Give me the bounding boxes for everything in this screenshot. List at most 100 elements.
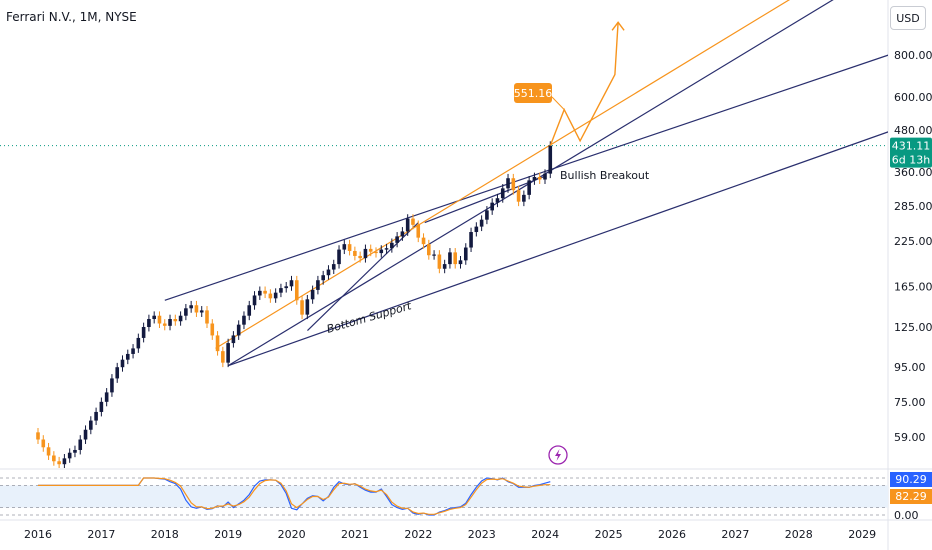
- candle-body: [189, 305, 193, 309]
- candle-body: [125, 353, 130, 360]
- candle-body: [316, 280, 320, 290]
- candle-body: [236, 324, 241, 336]
- orange-projection-line[interactable]: [215, 0, 894, 349]
- candle-body: [427, 244, 431, 256]
- candle-body: [453, 252, 458, 265]
- candle-body: [289, 280, 294, 287]
- x-tick-label: 2016: [24, 528, 52, 541]
- candle-body: [463, 247, 468, 261]
- breakout-trend-line[interactable]: [424, 175, 546, 224]
- candle-body: [310, 289, 315, 300]
- candle-body: [78, 439, 83, 450]
- bottom-support-label[interactable]: Bottom Support: [325, 299, 413, 336]
- candle-body: [379, 249, 384, 254]
- candle-body: [273, 292, 278, 299]
- candle-body: [173, 319, 178, 322]
- candle-body: [395, 236, 399, 243]
- candle-body: [221, 351, 225, 363]
- candle-body: [279, 288, 283, 293]
- candle-body: [99, 401, 104, 412]
- osc-d-badge-text: 82.29: [895, 490, 927, 503]
- candle-body: [337, 249, 341, 265]
- price-badge-value: 431.11: [892, 140, 931, 153]
- candle-body: [210, 323, 215, 336]
- candle-body: [500, 188, 505, 199]
- candles: [36, 141, 553, 468]
- candle-body: [474, 226, 479, 233]
- osc-k-badge: [890, 472, 932, 487]
- candle-body: [516, 190, 521, 202]
- candle-body: [527, 180, 531, 195]
- projection-path[interactable]: [549, 22, 619, 146]
- candle-body: [506, 178, 510, 189]
- candle-body: [205, 310, 209, 324]
- x-tick-label: 2019: [214, 528, 242, 541]
- candle-body: [548, 145, 553, 174]
- oscillator-pane: [0, 477, 888, 516]
- inner-trend-line[interactable]: [307, 222, 419, 331]
- candle-body: [73, 449, 77, 453]
- x-tick-label: 2027: [721, 528, 749, 541]
- candle-body: [458, 260, 463, 265]
- candle-body: [353, 250, 357, 256]
- currency-button[interactable]: USD: [890, 6, 926, 30]
- candle-body: [242, 315, 246, 325]
- candle-body: [363, 248, 368, 259]
- candle-body: [432, 254, 436, 256]
- oscillator-band: [0, 485, 888, 508]
- y-tick-label: 59.00: [894, 431, 926, 444]
- candle-body: [347, 244, 352, 251]
- candle-body: [263, 290, 267, 294]
- candle-body: [258, 290, 262, 296]
- candle-body: [83, 429, 88, 440]
- candle-body: [405, 218, 410, 232]
- x-tick-label: 2022: [404, 528, 432, 541]
- candle-body: [511, 178, 516, 191]
- candle-body: [41, 439, 46, 448]
- symbol-title[interactable]: Ferrari N.V., 1M, NYSE: [6, 10, 137, 24]
- candle-body: [268, 293, 273, 299]
- candle-body: [294, 280, 299, 301]
- x-tick-label: 2026: [658, 528, 686, 541]
- candle-body: [469, 232, 473, 248]
- x-tick-label: 2025: [595, 528, 623, 541]
- candle-body: [411, 218, 415, 225]
- candle-body: [537, 176, 542, 180]
- candle-body: [157, 315, 162, 324]
- target-badge[interactable]: [514, 83, 552, 103]
- y-tick-label: 75.00: [894, 396, 926, 409]
- y-tick-label: 360.00: [894, 166, 932, 179]
- x-tick-label: 2029: [848, 528, 876, 541]
- x-tick-label: 2020: [278, 528, 306, 541]
- candle-body: [215, 335, 220, 352]
- x-tick-label: 2024: [531, 528, 559, 541]
- y-tick-label: 225.00: [894, 235, 932, 248]
- main-pane: [0, 0, 894, 468]
- price-badge: [890, 137, 932, 168]
- x-tick-label: 2017: [87, 528, 115, 541]
- candle-body: [400, 231, 405, 237]
- bullish-breakout-label[interactable]: Bullish Breakout: [560, 169, 650, 182]
- candle-body: [247, 305, 252, 316]
- candle-body: [52, 455, 56, 462]
- candle-body: [416, 224, 421, 238]
- candle-body: [421, 237, 426, 245]
- y-tick-label: 165.00: [894, 280, 932, 293]
- y-tick-label: 125.00: [894, 321, 932, 334]
- candle-body: [131, 348, 135, 354]
- lightning-icon[interactable]: [548, 445, 568, 465]
- steep-trend-line[interactable]: [227, 0, 894, 367]
- candle-body: [231, 335, 236, 344]
- bottom-support-line[interactable]: [227, 130, 894, 367]
- candle-body: [226, 343, 230, 363]
- candle-body: [152, 315, 156, 320]
- candle-body: [448, 252, 452, 265]
- x-tick-label: 2023: [468, 528, 496, 541]
- candle-body: [115, 367, 120, 379]
- x-tick-label: 2028: [785, 528, 813, 541]
- candle-body: [331, 264, 336, 270]
- y-tick-label: 480.00: [894, 124, 932, 137]
- candle-body: [305, 299, 310, 315]
- candle-body: [326, 269, 331, 276]
